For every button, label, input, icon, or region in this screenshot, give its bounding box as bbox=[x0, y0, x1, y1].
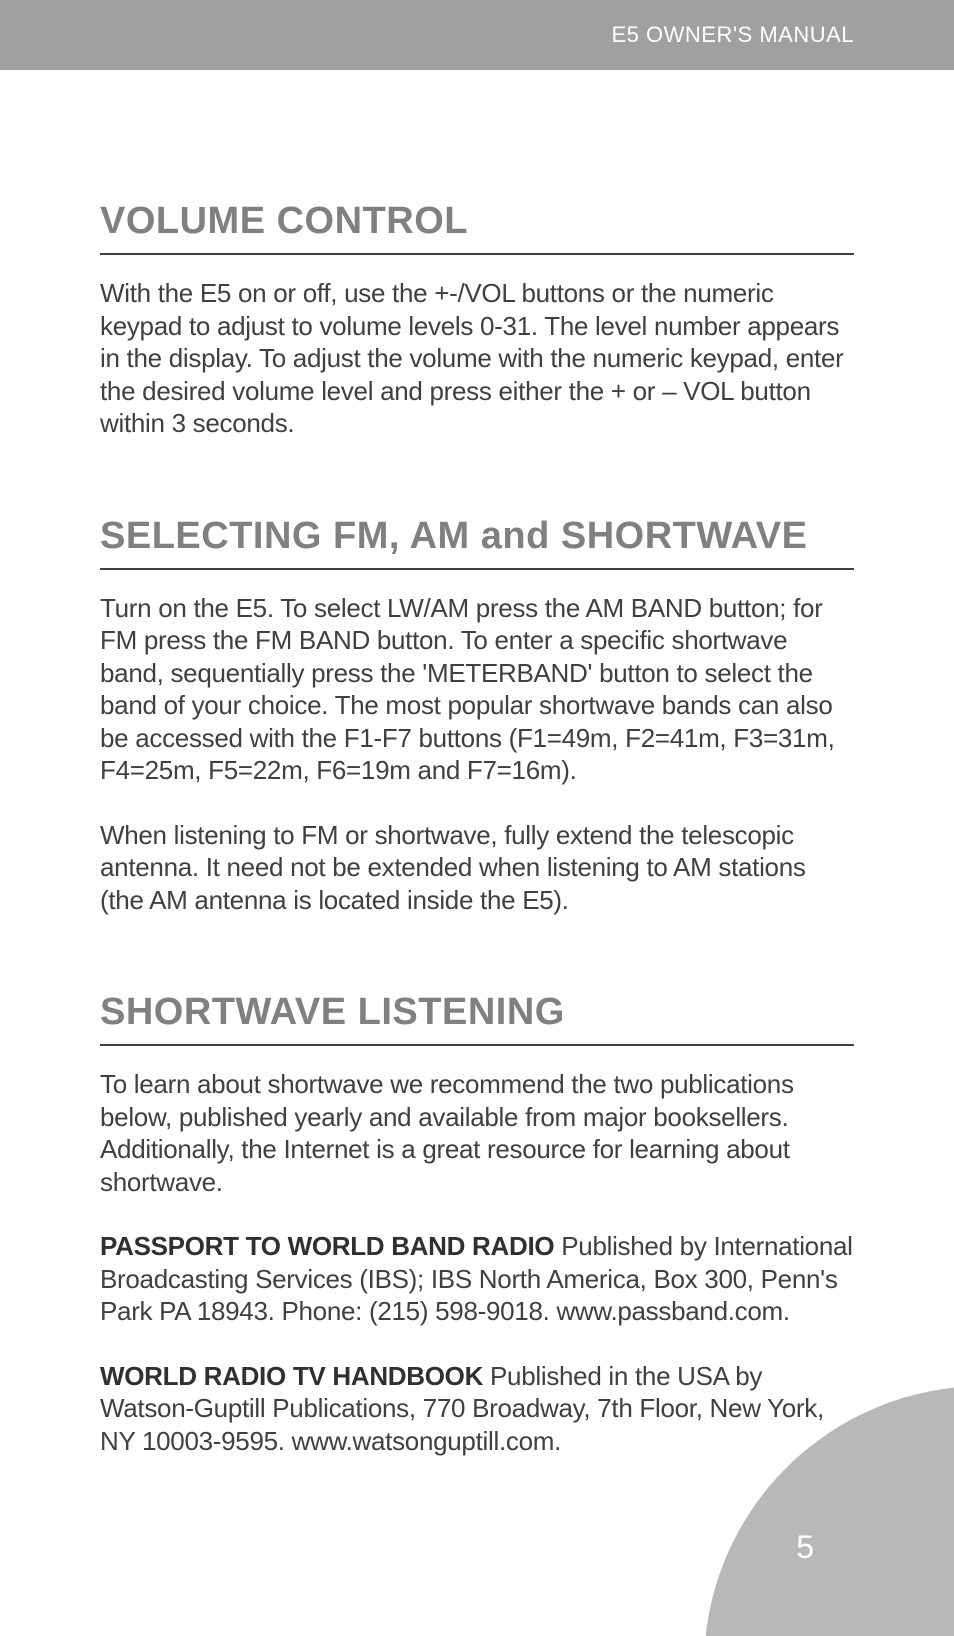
section-selecting-bands: SELECTING FM, AM and SHORTWAVE Turn on t… bbox=[100, 515, 854, 917]
section-body: Turn on the E5. To select LW/AM press th… bbox=[100, 592, 854, 917]
page-number: 5 bbox=[796, 1529, 814, 1566]
section-heading: SHORTWAVE LISTENING bbox=[100, 991, 854, 1046]
paragraph: With the E5 on or off, use the +-/VOL bu… bbox=[100, 277, 854, 440]
paragraph: Turn on the E5. To select LW/AM press th… bbox=[100, 592, 854, 787]
page-content: VOLUME CONTROL With the E5 on or off, us… bbox=[0, 70, 954, 1457]
section-heading: SELECTING FM, AM and SHORTWAVE bbox=[100, 515, 854, 570]
paragraph: PASSPORT TO WORLD BAND RADIO Published b… bbox=[100, 1230, 854, 1328]
paragraph: When listening to FM or shortwave, fully… bbox=[100, 819, 854, 917]
corner-circle bbox=[704, 1386, 954, 1636]
publication-title: PASSPORT TO WORLD BAND RADIO bbox=[100, 1231, 554, 1261]
section-body: With the E5 on or off, use the +-/VOL bu… bbox=[100, 277, 854, 440]
paragraph: To learn about shortwave we recommend th… bbox=[100, 1068, 854, 1198]
header-title: E5 OWNER'S MANUAL bbox=[611, 22, 854, 48]
header-model: E5 bbox=[611, 22, 639, 47]
section-volume-control: VOLUME CONTROL With the E5 on or off, us… bbox=[100, 200, 854, 440]
page-corner-decoration bbox=[674, 1356, 954, 1636]
header-manual-label: OWNER'S MANUAL bbox=[646, 22, 854, 47]
header-bar: E5 OWNER'S MANUAL bbox=[0, 0, 954, 70]
publication-title: WORLD RADIO TV HANDBOOK bbox=[100, 1361, 483, 1391]
section-heading: VOLUME CONTROL bbox=[100, 200, 854, 255]
